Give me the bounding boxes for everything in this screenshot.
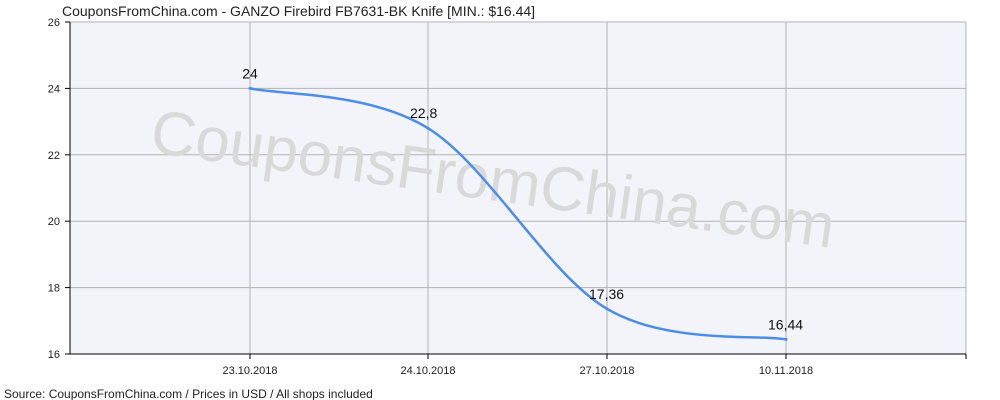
y-tick-label: 24 [48,83,60,95]
chart-title: CouponsFromChina.com - GANZO Firebird FB… [62,3,535,19]
price-series-line [249,87,787,341]
data-point [605,307,609,311]
y-axis-ticks: 16 18 20 22 24 26 [48,17,70,361]
data-point [426,126,430,130]
y-tick-label: 20 [48,216,60,228]
y-tick-label: 18 [48,283,60,295]
y-tick-label: 22 [48,150,60,162]
x-tick-label: 10.11.2018 [759,365,813,377]
data-labels: 24 22,8 17,36 16,44 [242,65,803,341]
y-tick-label: 26 [48,17,60,29]
y-tick-label: 16 [48,349,60,361]
x-axis-ticks: 23.10.2018 24.10.2018 27.10.2018 10.11.2018 [222,354,967,377]
chart-source-note: Source: CouponsFromChina.com / Prices in… [4,387,373,400]
data-label: 16,44 [768,316,803,332]
x-tick-label: 24.10.2018 [400,365,455,377]
x-tick-label: 23.10.2018 [222,365,277,377]
data-label: 17,36 [589,286,624,302]
data-point [248,86,252,90]
data-label: 24 [242,65,258,81]
data-label: 22,8 [410,105,437,121]
x-tick-label: 27.10.2018 [579,365,634,377]
plot-area [70,22,966,354]
data-point [784,337,788,341]
